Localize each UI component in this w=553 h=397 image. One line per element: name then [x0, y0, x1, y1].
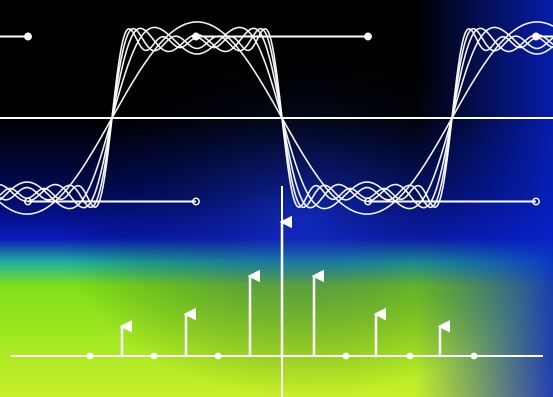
partial-sum-curve-1 — [0, 21, 553, 215]
spectrum-zero-dot — [150, 352, 158, 360]
partial-sum-curve-7 — [0, 27, 553, 209]
spectrum-lines — [86, 215, 478, 360]
spectrum-zero-dot — [470, 352, 478, 360]
fourier-partial-sums — [0, 21, 553, 215]
spectrum-zero-dot — [214, 352, 222, 360]
level-marker-dot — [532, 197, 540, 206]
partial-sum-curve-5 — [0, 27, 553, 209]
spectrum-zero-dot — [86, 352, 94, 360]
partial-sum-curve-3 — [0, 26, 553, 210]
level-marker-dot — [192, 197, 200, 206]
spectrum-zero-dot — [342, 352, 350, 360]
partial-sum-curve-9 — [0, 27, 553, 209]
level-marker-dot — [364, 32, 372, 41]
level-marker-dot — [24, 32, 32, 41]
spectrum-zero-dot — [406, 352, 414, 360]
